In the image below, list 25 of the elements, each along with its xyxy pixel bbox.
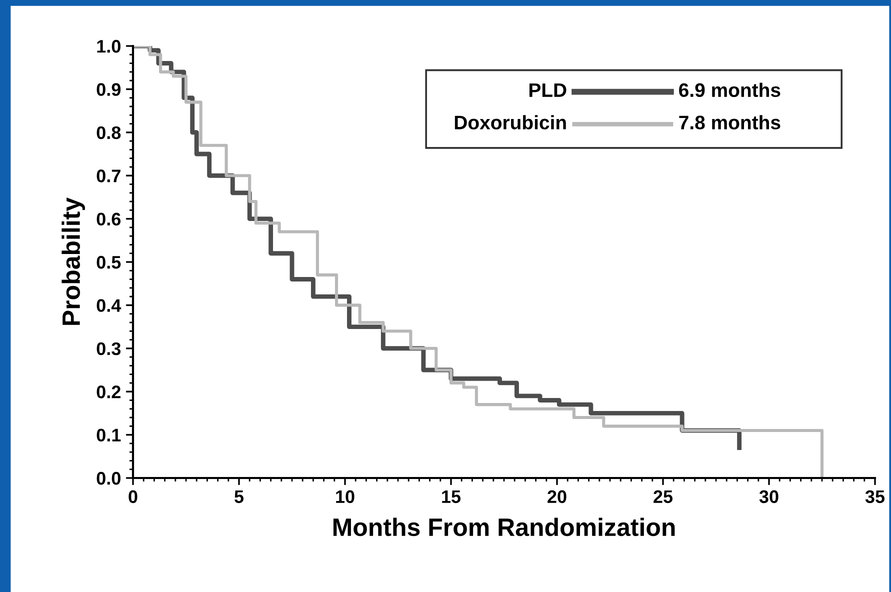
- y-tick-label: 1.0: [97, 40, 120, 53]
- x-tick-label: 10: [336, 490, 354, 504]
- y-tick-label: 0.3: [96, 342, 121, 356]
- x-tick-label: 5: [234, 490, 244, 504]
- x-axis-title: Months From Randomization: [333, 518, 675, 536]
- legend-label: Doxorubicin: [454, 115, 566, 130]
- y-tick-label: 0.7: [96, 170, 120, 182]
- y-tick-label: 0.8: [96, 126, 121, 140]
- x-tick-label: 35: [865, 490, 885, 504]
- x-tick-label: 30: [759, 490, 778, 504]
- y-axis-title: Probability: [62, 198, 85, 325]
- annotation: 6.9 months: [679, 82, 780, 98]
- y-tick-label: 0.9: [96, 83, 121, 96]
- x-tick-label: 0: [128, 490, 138, 504]
- y-tick-label: 0.4: [96, 299, 122, 312]
- y-tick-label: 0.5: [96, 256, 121, 269]
- legend-label: PLD: [529, 83, 566, 97]
- annotation: 7.8 months: [679, 115, 780, 130]
- y-tick-label: 0.1: [96, 428, 121, 442]
- y-tick-label: 0.6: [96, 212, 121, 226]
- x-tick-label: 15: [442, 490, 461, 504]
- y-tick-label: 0.0: [96, 472, 120, 485]
- y-tick-label: 0.2: [96, 386, 120, 398]
- x-tick-label: 25: [654, 490, 673, 504]
- x-tick-label: 20: [548, 490, 566, 504]
